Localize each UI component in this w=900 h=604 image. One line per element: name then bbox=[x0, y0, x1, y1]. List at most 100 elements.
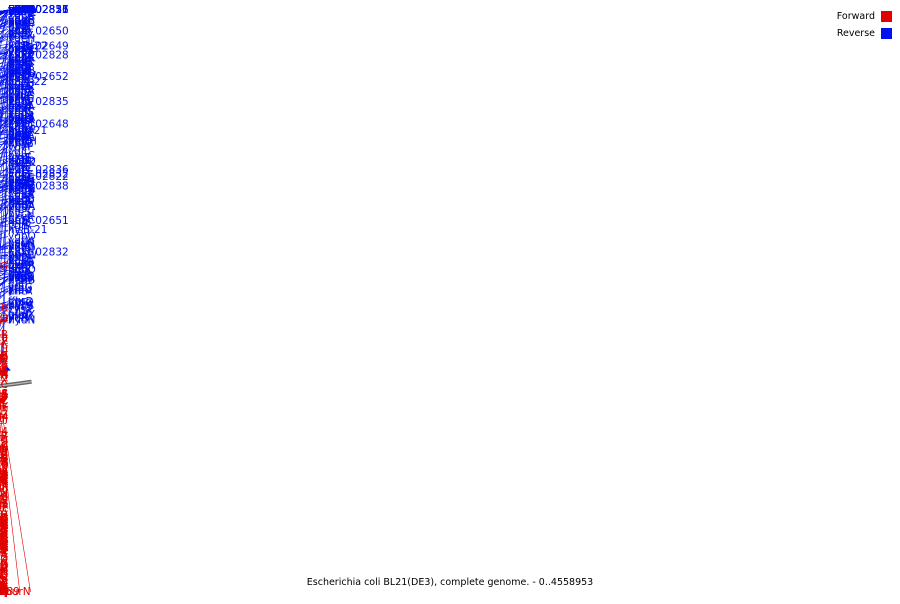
reverse-gene-label: yqcD bbox=[8, 195, 35, 207]
reverse-gene-label: aer bbox=[8, 4, 26, 16]
reverse-gene-label: ygcX bbox=[8, 30, 34, 42]
reverse-gene-label: mltA bbox=[8, 285, 33, 297]
reverse-gene-label: yfhQ bbox=[8, 302, 33, 314]
forward-gene-label: mltC bbox=[0, 379, 8, 391]
reverse-gene-label: icIA bbox=[8, 4, 28, 16]
forward-gene-label: yqhH bbox=[0, 541, 8, 553]
reverse-gene-label: hcaT bbox=[8, 257, 34, 269]
forward-gene-label: ppnK bbox=[0, 586, 9, 598]
reverse-gene-label: yggL bbox=[8, 38, 34, 50]
forward-gene-label: ygcP bbox=[0, 586, 8, 598]
forward-gene-label: insJ-5 bbox=[0, 453, 8, 465]
forward-gene-label: yqhD bbox=[0, 351, 8, 363]
reverse-gene-label: guaB bbox=[8, 275, 35, 287]
forward-gene-label: yfiP bbox=[0, 501, 8, 513]
forward-gene-label: ygdK bbox=[0, 586, 9, 598]
forward-gene-label: fucI bbox=[0, 491, 8, 503]
forward-gene-label: ygjQ bbox=[0, 312, 8, 324]
reverse-gene-label: gudX bbox=[8, 309, 35, 321]
forward-gene-label: proW bbox=[0, 517, 9, 529]
forward-gene-label: ygjM bbox=[0, 412, 8, 424]
reverse-gene-label: ygcC bbox=[8, 94, 34, 106]
reverse-gene-label: rseB bbox=[8, 62, 31, 74]
reverse-gene-label: yfeQ bbox=[8, 59, 33, 71]
forward-gene-label: pheA bbox=[0, 586, 9, 598]
forward-gene-label: ECD_02813 bbox=[0, 512, 8, 524]
reverse-gene-label: exbB bbox=[8, 175, 34, 187]
forward-gene-label: ECD_02816 bbox=[0, 586, 8, 598]
forward-gene-label: ygaP bbox=[0, 536, 8, 548]
reverse-gene-label: ubiH bbox=[8, 4, 32, 16]
reverse-gene-label: hycA bbox=[8, 299, 35, 311]
reverse-gene-label: ygaQ bbox=[8, 155, 36, 167]
reverse-label-line bbox=[0, 317, 9, 332]
forward-gene-label: ygeZ bbox=[0, 545, 8, 557]
reverse-gene-label: ygiZ bbox=[8, 4, 31, 16]
reverse-gene-label: lepB bbox=[8, 25, 31, 37]
reverse-gene-label: insB-21 bbox=[8, 224, 47, 236]
reverse-gene-label: yqgF bbox=[8, 169, 34, 181]
forward-gene-label: ascF bbox=[0, 582, 8, 594]
forward-gene-label: barA bbox=[0, 586, 9, 598]
reverse-gene-label: ispG bbox=[8, 160, 31, 172]
reverse-gene-label: yfhL bbox=[8, 283, 31, 295]
reverse-gene-label: ascG bbox=[8, 114, 34, 126]
reverse-gene-label: araE bbox=[8, 152, 32, 164]
reverse-gene-label: eutJ bbox=[8, 129, 28, 141]
reverse-gene-label: yfjG bbox=[8, 199, 29, 211]
reverse-gene-label: parC bbox=[8, 193, 33, 205]
forward-gene-label: yfhL bbox=[0, 519, 8, 531]
reverse-label-line bbox=[2, 77, 9, 376]
forward-gene-label: insJ-5 bbox=[0, 586, 8, 598]
reverse-gene-label: yggH bbox=[8, 4, 35, 16]
gene-labels-layer: fadH ebgC ygjJ ebgR dnaG ygjM ygjK ygjI rpoDttdA… bbox=[0, 4, 69, 598]
reverse-gene-label: lysR bbox=[8, 130, 30, 142]
forward-gene-label: hypB bbox=[0, 586, 8, 598]
reverse-gene-label: thyA bbox=[8, 267, 33, 279]
reverse-feature bbox=[2, 364, 11, 372]
forward-gene-label: hybC bbox=[0, 535, 8, 547]
forward-gene-label: yqcE bbox=[0, 586, 8, 598]
reverse-gene-label: ygjV bbox=[8, 174, 32, 186]
reverse-gene-label: yfgF bbox=[8, 4, 31, 16]
forward-gene-label: pphB bbox=[0, 450, 8, 462]
reverse-gene-label: ygeF bbox=[8, 141, 33, 153]
reverse-gene-label: ygbA bbox=[8, 85, 36, 97]
reverse-gene-label: ygfR bbox=[8, 220, 32, 232]
forward-gene-label: hypE bbox=[0, 478, 8, 490]
forward-gene-label: sdaB bbox=[0, 586, 8, 598]
forward-gene-label: fhlA bbox=[0, 529, 9, 541]
reverse-gene-label: yfiE bbox=[8, 169, 27, 181]
reverse-gene-label: yghF bbox=[8, 4, 34, 16]
reverse-gene-label: yfiC bbox=[8, 135, 28, 147]
forward-gene-label: ygaZ bbox=[0, 469, 8, 481]
reverse-gene-label: uraA bbox=[8, 4, 33, 16]
forward-gene-label: hcaE bbox=[0, 586, 8, 598]
forward-gene-label: ribB bbox=[0, 363, 8, 375]
forward-gene-label: ECD_02621 bbox=[0, 586, 8, 598]
reverse-gene-label: ygfI bbox=[8, 4, 28, 16]
reverse-gene-label: hycH bbox=[8, 208, 35, 220]
forward-gene-label: ygcN bbox=[0, 487, 8, 499]
reverse-gene-label: yqfB bbox=[8, 62, 32, 74]
reverse-gene-label: ecpD bbox=[8, 177, 35, 189]
reverse-gene-label: ygeH bbox=[8, 33, 35, 45]
forward-gene-label: nrdH bbox=[0, 586, 8, 598]
reverse-gene-label: hybA bbox=[8, 124, 36, 136]
reverse-gene-label: yggF bbox=[8, 4, 34, 16]
reverse-gene-label: ECD_02651 bbox=[8, 215, 69, 227]
reverse-label-line bbox=[0, 33, 9, 121]
legend-swatch-forward bbox=[881, 11, 892, 22]
reverse-gene-label: serA bbox=[8, 4, 32, 16]
forward-gene-label: ygiL bbox=[0, 401, 8, 413]
reverse-gene-label: hycE bbox=[8, 21, 33, 33]
forward-gene-label: fadH bbox=[0, 370, 8, 382]
reverse-gene-label: yfiB bbox=[8, 192, 28, 204]
forward-gene-label: ygiO bbox=[0, 457, 8, 469]
reverse-gene-label: tktA bbox=[8, 4, 30, 16]
reverse-gene-label: recD bbox=[8, 28, 32, 40]
reverse-gene-label: ygiS bbox=[8, 4, 31, 16]
reverse-gene-label: ygbA bbox=[8, 182, 36, 194]
reverse-gene-label: aas bbox=[8, 16, 26, 28]
reverse-gene-label: cysN bbox=[8, 179, 33, 191]
